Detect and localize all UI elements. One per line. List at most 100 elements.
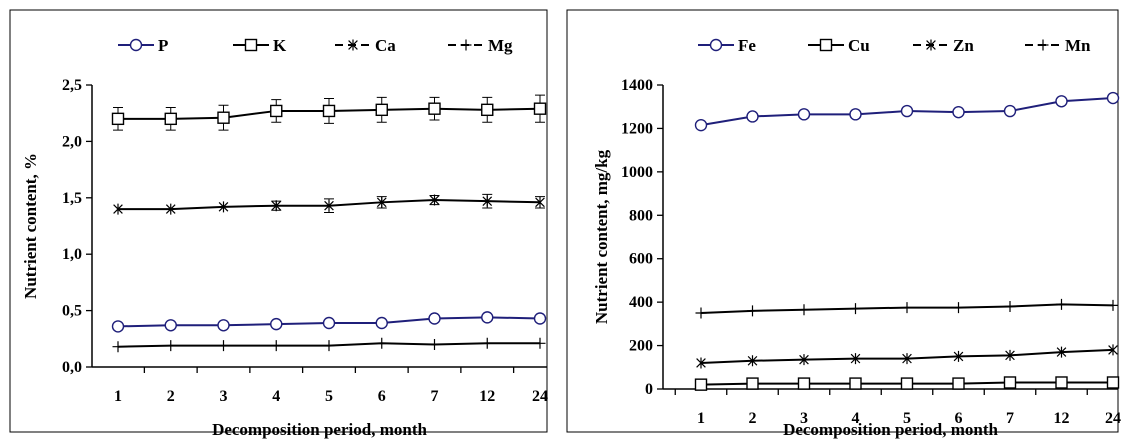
- data-point-k: [428, 102, 441, 115]
- x-tick-label: 6: [955, 410, 963, 427]
- x-tick-label: 1: [114, 388, 122, 405]
- data-point-ca: [535, 196, 545, 208]
- data-point-mn: [1004, 300, 1016, 312]
- data-point-p: [533, 312, 547, 325]
- series-p: [111, 311, 547, 333]
- series-ca: [113, 193, 545, 215]
- legend-entry-zn: Zn: [913, 36, 974, 55]
- x-axis-title: Decomposition period, month: [212, 420, 427, 439]
- data-point-ca: [218, 201, 229, 213]
- data-point-mn: [1107, 299, 1119, 311]
- data-point-cu: [797, 377, 811, 390]
- data-point-cu: [849, 377, 862, 390]
- x-tick-label: 5: [325, 388, 333, 405]
- data-point-zn: [696, 357, 706, 369]
- y-tick-label: 200: [629, 338, 653, 355]
- data-point-fe: [746, 110, 759, 123]
- legend-label: Ca: [375, 36, 396, 55]
- data-point-ca: [113, 203, 123, 215]
- legend-marker: [1037, 39, 1049, 51]
- data-point-k: [111, 112, 125, 126]
- data-point-mn: [798, 304, 810, 316]
- series-cu: [694, 376, 1120, 391]
- legend-marker: [244, 38, 258, 52]
- data-point-mg: [165, 340, 177, 352]
- y-tick-label: 0: [645, 381, 653, 398]
- data-point-mg: [534, 337, 546, 349]
- data-point-cu: [1055, 376, 1068, 389]
- legend-marker: [460, 39, 472, 51]
- legend-label: Mn: [1065, 36, 1091, 55]
- y-axis-title: Nutrient content, mg/kg: [592, 149, 611, 324]
- data-point-cu: [1003, 376, 1017, 389]
- data-point-ca: [482, 195, 493, 207]
- data-point-zn: [902, 353, 912, 365]
- data-point-p: [111, 320, 125, 333]
- data-point-cu: [900, 377, 914, 390]
- data-point-fe: [900, 104, 914, 118]
- data-point-k: [217, 111, 230, 124]
- y-tick-label: 400: [629, 294, 653, 311]
- data-point-k: [533, 102, 547, 115]
- x-tick-label: 4: [272, 388, 280, 405]
- data-point-mg: [481, 337, 493, 349]
- data-point-p: [164, 319, 177, 332]
- data-point-mn: [901, 302, 913, 314]
- data-point-mn: [695, 307, 707, 319]
- data-point-p: [428, 312, 441, 325]
- x-tick-label: 5: [903, 410, 911, 427]
- data-point-zn: [747, 355, 758, 367]
- data-point-fe: [1055, 95, 1068, 108]
- data-point-zn: [1005, 349, 1015, 361]
- series-mn: [695, 298, 1119, 319]
- series-zn: [696, 344, 1118, 369]
- data-point-mg: [323, 340, 335, 352]
- data-point-k: [322, 104, 336, 118]
- x-tick-label: 6: [378, 388, 386, 405]
- x-tick-label: 24: [1105, 410, 1121, 427]
- data-point-p: [322, 316, 336, 330]
- x-tick-label: 12: [479, 388, 495, 405]
- x-tick-label: 2: [749, 410, 757, 427]
- data-point-ca: [324, 200, 334, 212]
- data-point-p: [217, 319, 230, 332]
- chart-frame: [9, 9, 548, 433]
- legend-label: P: [158, 36, 168, 55]
- x-tick-label: 12: [1054, 410, 1070, 427]
- data-point-zn: [953, 350, 964, 362]
- data-point-fe: [849, 108, 862, 121]
- data-point-fe: [1106, 91, 1120, 105]
- legend-marker: [709, 38, 723, 52]
- legend-entry-mg: Mg: [448, 36, 513, 55]
- y-tick-label: 1200: [621, 120, 653, 137]
- data-point-k: [375, 103, 388, 117]
- data-point-fe: [797, 108, 811, 121]
- legend-entry-fe: Fe: [698, 36, 756, 55]
- data-point-mg: [376, 337, 388, 349]
- legend-entry-cu: Cu: [808, 36, 870, 55]
- data-point-cu: [746, 377, 759, 390]
- data-point-k: [481, 103, 494, 117]
- y-tick-label: 1,0: [62, 246, 82, 263]
- x-tick-label: 1: [697, 410, 705, 427]
- x-tick-label: 7: [1006, 410, 1014, 427]
- legend-label: Fe: [738, 36, 756, 55]
- data-point-cu: [694, 378, 708, 391]
- data-point-mn: [1056, 298, 1067, 310]
- legend-entry-mn: Mn: [1025, 36, 1091, 55]
- y-tick-label: 2,0: [62, 133, 82, 150]
- y-tick-label: 1,5: [62, 190, 82, 207]
- y-tick-label: 1000: [621, 164, 653, 181]
- data-point-mn: [850, 303, 861, 315]
- x-tick-label: 2: [167, 388, 175, 405]
- data-point-k: [164, 112, 177, 126]
- data-point-ca: [429, 194, 440, 206]
- legend-marker: [926, 39, 936, 51]
- series-mg: [112, 337, 546, 353]
- series-fe: [694, 91, 1120, 132]
- data-point-cu: [952, 377, 965, 390]
- x-tick-label: 24: [532, 388, 548, 405]
- y-tick-label: 0,5: [62, 303, 82, 320]
- data-point-fe: [1003, 104, 1017, 118]
